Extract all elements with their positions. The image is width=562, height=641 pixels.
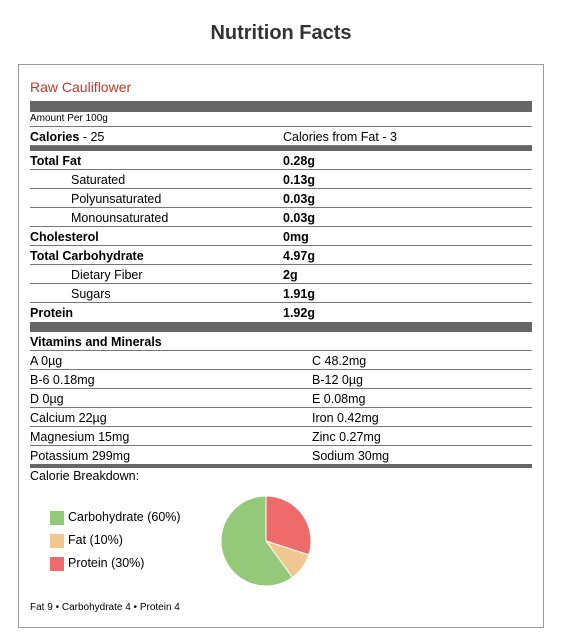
calorie-pie-chart	[220, 495, 312, 587]
calories-label: Calories	[30, 130, 80, 144]
vitamin-right: Zinc 0.27mg	[312, 430, 381, 444]
vitamin-left: Potassium 299mg	[30, 449, 131, 463]
legend-label: Carbohydrate (60%)	[68, 510, 181, 524]
thick-divider	[30, 101, 532, 112]
amount-per: Amount Per 100g	[30, 113, 108, 124]
pie-slice	[220, 495, 294, 587]
nutrient-value: 0.28g	[283, 154, 315, 168]
nutrient-row: Sugars 1.91g	[30, 284, 532, 303]
nutrient-label: Saturated	[71, 173, 126, 187]
pie-slice	[265, 495, 312, 556]
nutrient-row: Saturated 0.13g	[30, 170, 532, 189]
nutrient-label: Sugars	[71, 287, 111, 301]
nutrient-value: 4.97g	[283, 249, 315, 263]
legend-swatch	[50, 557, 64, 571]
divider	[30, 126, 532, 127]
legend-label: Fat (10%)	[68, 533, 123, 547]
page-title: Nutrition Facts	[210, 22, 352, 44]
legend-label: Protein (30%)	[68, 556, 145, 570]
vitamin-row: Calcium 22µg Iron 0.42mg	[30, 408, 532, 427]
nutrient-label: Dietary Fiber	[71, 268, 143, 282]
nutrient-row: Total Carbohydrate 4.97g	[30, 246, 532, 265]
vitamin-right: E 0.08mg	[312, 392, 366, 406]
vitamin-left: Calcium 22µg	[30, 411, 107, 425]
vitamins-header: Vitamins and Minerals	[30, 335, 162, 349]
nutrient-row: Monounsaturated 0.03g	[30, 208, 532, 227]
calories-row: Calories - 25 Calories from Fat - 3	[30, 127, 532, 146]
vitamin-left: B-6 0.18mg	[30, 373, 95, 387]
nutrient-value: 2g	[283, 268, 298, 282]
vitamins-header-row: Vitamins and Minerals	[30, 332, 532, 351]
nutrient-row: Protein 1.92g	[30, 303, 532, 322]
nutrient-row: Cholesterol 0mg	[30, 227, 532, 246]
nutrient-value: 1.91g	[283, 287, 315, 301]
nutrient-label: Total Carbohydrate	[30, 249, 144, 263]
nutrient-row: Total Fat 0.28g	[30, 151, 532, 170]
calorie-breakdown-label: Calorie Breakdown:	[30, 469, 140, 483]
vitamin-right: C 48.2mg	[312, 354, 367, 368]
nutrient-row: Polyunsaturated 0.03g	[30, 189, 532, 208]
vitamin-row: A 0µg C 48.2mg	[30, 351, 532, 370]
nutrient-label: Polyunsaturated	[71, 192, 162, 206]
vitamin-row: Potassium 299mg Sodium 30mg	[30, 446, 532, 465]
nutrient-label: Cholesterol	[30, 230, 99, 244]
nutrient-value: 0.03g	[283, 192, 315, 206]
vitamin-right: Sodium 30mg	[312, 449, 390, 463]
legend-swatch	[50, 534, 64, 548]
vitamins-bottom-divider	[30, 464, 532, 468]
calories-from-fat-value: 3	[389, 130, 397, 144]
nutrient-label: Protein	[30, 306, 74, 320]
vitamin-right: B-12 0µg	[312, 373, 363, 387]
nutrient-value: 0.03g	[283, 211, 315, 225]
nutrient-value: 0mg	[283, 230, 309, 244]
nutrient-value: 0.13g	[283, 173, 315, 187]
vitamin-row: B-6 0.18mg B-12 0µg	[30, 370, 532, 389]
vitamin-left: D 0µg	[30, 392, 64, 406]
nutrient-row: Dietary Fiber 2g	[30, 265, 532, 284]
medium-divider	[30, 146, 532, 151]
food-name: Raw Cauliflower	[30, 79, 132, 95]
thick-divider-vitamins	[30, 322, 532, 332]
calories-value: 25	[90, 130, 105, 144]
vitamin-row: Magnesium 15mg Zinc 0.27mg	[30, 427, 532, 446]
nutrient-label: Monounsaturated	[71, 211, 169, 225]
vitamin-row: D 0µg E 0.08mg	[30, 389, 532, 408]
calorie-factors: Fat 9 • Carbohydrate 4 • Protein 4	[30, 602, 180, 613]
nutrition-panel: Raw Cauliflower Amount Per 100g Calories…	[18, 64, 544, 628]
calories-from-fat-label: Calories from Fat	[283, 130, 379, 144]
vitamin-right: Iron 0.42mg	[312, 411, 379, 425]
vitamin-left: A 0µg	[30, 354, 63, 368]
nutrient-value: 1.92g	[283, 306, 315, 320]
vitamin-left: Magnesium 15mg	[30, 430, 130, 444]
nutrient-label: Total Fat	[30, 154, 82, 168]
legend-swatch	[50, 511, 64, 525]
